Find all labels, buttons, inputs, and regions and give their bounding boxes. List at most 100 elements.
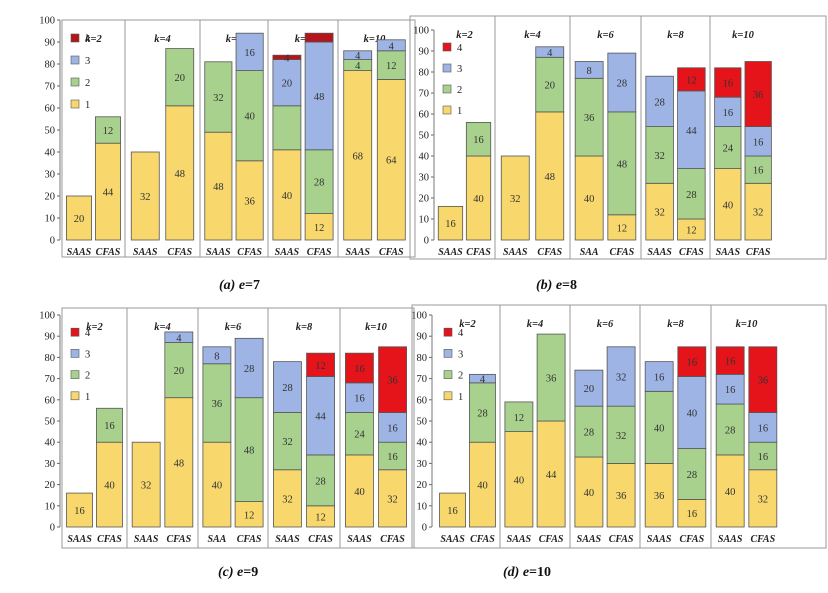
- segment-value-label: 20: [174, 366, 185, 377]
- segment-value-label: 4: [284, 53, 290, 64]
- segment-value-label: 40: [212, 481, 223, 492]
- bar-segment-level-3: [677, 90, 706, 169]
- segment-value-label: 4: [547, 48, 553, 59]
- y-tick-label: 90: [45, 332, 56, 343]
- segment-value-label: 40: [514, 475, 525, 486]
- group-title: k=2: [459, 319, 476, 330]
- bar-segment-level-3: [715, 373, 745, 405]
- y-tick-label: 30: [419, 173, 430, 184]
- segment-value-label: 16: [387, 423, 398, 434]
- y-tick-label: 100: [39, 311, 55, 322]
- segment-value-label: 36: [244, 196, 255, 207]
- segment-value-label: 24: [354, 430, 365, 441]
- bar-segment-level-3: [202, 346, 232, 365]
- legend-label: 3: [457, 64, 462, 75]
- y-tick-label: 60: [419, 110, 430, 121]
- caption-c: (c) e=9: [218, 565, 258, 581]
- segment-value-label: 28: [687, 470, 698, 481]
- bar-category-label: SAAS: [718, 534, 743, 545]
- segment-value-label: 32: [616, 372, 627, 383]
- bar-segment-level-3: [748, 412, 778, 443]
- segment-value-label: 48: [314, 92, 325, 103]
- bar-segment-level-2: [535, 56, 565, 113]
- bar-segment-level-2: [164, 342, 194, 399]
- chart-frame: [409, 15, 827, 260]
- legend-label: 1: [457, 106, 462, 117]
- legend-swatch-level-3: [442, 63, 452, 73]
- group-title: k=6: [597, 319, 614, 330]
- y-tick-label: 100: [413, 26, 429, 37]
- segment-value-label: 40: [723, 200, 734, 211]
- legend-swatch-level-2: [443, 370, 453, 379]
- bar-segment-level-1: [130, 151, 160, 241]
- segment-value-label: 20: [74, 214, 85, 225]
- bar-segment-level-1: [469, 441, 496, 528]
- group-title: k=6: [597, 30, 614, 41]
- bar-category-label: SAAS: [133, 247, 158, 258]
- bar-segment-level-4: [677, 67, 706, 92]
- segment-value-label: 36: [546, 374, 557, 385]
- bar-segment-level-1: [94, 142, 121, 241]
- caption-d: (d) e=10: [503, 565, 551, 581]
- bar-segment-level-2: [504, 401, 534, 433]
- bar-category-label: CFAS: [679, 247, 704, 258]
- legend-swatch-level-1: [70, 99, 80, 109]
- bar-category-label: CFAS: [470, 534, 495, 545]
- legend-swatch-level-1: [70, 391, 80, 401]
- y-tick-label: 90: [45, 38, 56, 49]
- bar-segment-level-1: [96, 441, 123, 528]
- y-tick-label: 80: [45, 353, 56, 364]
- segment-value-label: 16: [687, 358, 698, 369]
- bar-category-label: CFAS: [746, 247, 771, 258]
- bar-segment-level-3: [574, 369, 604, 407]
- y-tick-label: 10: [45, 214, 56, 225]
- caption-b: (b) e=8: [536, 278, 577, 294]
- segment-value-label: 40: [687, 409, 698, 420]
- segment-value-label: 8: [214, 351, 219, 362]
- segment-value-label: 16: [758, 452, 769, 463]
- group-title: k=6: [225, 322, 242, 333]
- group-title: k=10: [364, 34, 386, 45]
- segment-value-label: 32: [510, 194, 521, 205]
- segment-value-label: 36: [758, 376, 769, 387]
- bar-category-label: CFAS: [680, 534, 705, 545]
- bar-category-label: SAAS: [67, 534, 92, 545]
- segment-value-label: 16: [723, 79, 734, 90]
- bar-category-label: CFAS: [97, 534, 122, 545]
- segment-value-label: 48: [244, 446, 255, 457]
- caption-a-value: =7: [245, 278, 261, 293]
- y-tick-label: 50: [45, 417, 56, 428]
- y-tick-label: 80: [419, 68, 430, 79]
- chart-panel-4: 0 10 20 30 40 50 60 70 80 90 100 k=2 16 SAAS 40 28 4 CFAS…: [411, 304, 827, 549]
- bar-segment-level-1: [744, 182, 772, 241]
- y-tick-label: 20: [417, 480, 428, 491]
- y-tick-label: 60: [45, 104, 56, 115]
- segment-value-label: 68: [352, 151, 363, 162]
- segment-value-label: 48: [545, 172, 556, 183]
- y-tick-label: 40: [45, 438, 56, 449]
- bar-segment-level-1: [574, 456, 604, 528]
- segment-value-label: 16: [725, 357, 736, 368]
- segment-value-label: 16: [753, 166, 764, 177]
- bar-segment-level-2: [536, 333, 566, 422]
- segment-value-label: 40: [584, 488, 595, 499]
- segment-value-label: 16: [758, 423, 769, 434]
- bar-segment-level-4: [272, 54, 302, 61]
- segment-value-label: 28: [654, 97, 665, 108]
- legend-label: 3: [85, 56, 90, 67]
- bar-segment-level-1: [376, 79, 406, 241]
- group-title: k=2: [456, 30, 473, 41]
- chart-frame: [411, 304, 827, 549]
- y-tick-label: 0: [50, 523, 55, 534]
- segment-value-label: 16: [387, 452, 398, 463]
- segment-value-label: 16: [725, 385, 736, 396]
- group-title: k=2: [85, 34, 102, 45]
- bar-category-label: SAAS: [275, 534, 300, 545]
- bar-category-label: CFAS: [609, 534, 634, 545]
- bar-segment-level-4: [715, 346, 745, 375]
- segment-value-label: 20: [545, 81, 556, 92]
- bar-segment-level-2: [607, 111, 637, 216]
- segment-value-label: 36: [654, 491, 665, 502]
- y-tick-label: 70: [419, 89, 430, 100]
